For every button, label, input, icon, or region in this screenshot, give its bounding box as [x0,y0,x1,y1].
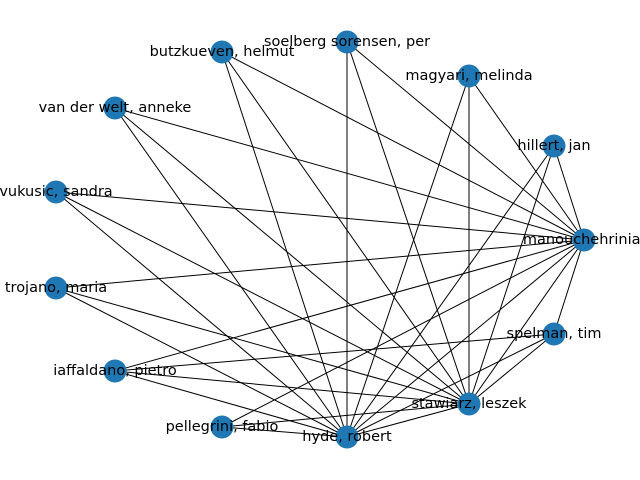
edge-hyde-stawiarz [346,403,470,438]
edge-magyari-hyde [346,75,470,438]
node-label-vukusic: vukusic, sandra [0,184,113,200]
node-iaffaldano [103,359,127,383]
edge-manouchehrinia-vanderwelt [114,107,585,241]
edge-manouchehrinia-soelberg [346,41,585,241]
node-vanderwelt [103,96,127,120]
node-layer [44,30,596,449]
edge-manouchehrinia-hyde [346,239,585,438]
edge-manouchehrinia-spelman [553,239,585,335]
edge-stawiarz-spelman [468,333,555,405]
node-label-spelman: spelman, tim [507,326,602,342]
node-hyde [335,425,359,449]
edge-iaffaldano-stawiarz [114,370,470,405]
node-label-stawiarz: stawiarz, leszek [411,396,527,412]
node-vukusic [44,180,68,204]
edge-pellegrini-hyde [221,426,348,438]
node-label-manouchehrinia: manouchehrinia, [523,232,640,248]
edge-butzkueven-stawiarz [221,51,470,405]
node-label-iaffaldano: iaffaldano, pietro [53,363,177,379]
node-pellegrini [210,415,234,439]
edge-layer [55,41,585,438]
edge-vukusic-hyde [55,191,348,438]
node-trojano [44,276,68,300]
edge-manouchehrinia-stawiarz [468,239,585,405]
node-label-trojano: trojano, maria [5,280,107,296]
node-magyari [457,64,481,88]
edge-iaffaldano-hyde [114,370,348,438]
node-label-hillert: hillert, jan [517,138,590,154]
node-label-magyari: magyari, melinda [405,68,532,84]
node-spelman [542,322,566,346]
edge-hillert-hyde [346,145,555,438]
node-label-soelberg: soelberg sorensen, per [264,34,430,50]
edge-manouchehrinia-pellegrini [221,239,585,428]
node-soelberg [335,30,359,54]
edge-trojano-stawiarz [55,287,470,405]
edge-iaffaldano-spelman [114,333,555,372]
node-label-hyde: hyde, robert [302,429,392,445]
edge-vukusic-stawiarz [55,191,470,405]
edge-manouchehrinia-magyari [468,75,585,241]
node-label-vanderwelt: van der welt, anneke [39,100,192,116]
edge-vanderwelt-stawiarz [114,107,470,405]
node-butzkueven [210,40,234,64]
node-hillert [542,134,566,158]
edge-hyde-spelman [346,333,555,438]
edge-pellegrini-stawiarz [221,403,470,428]
edge-manouchehrinia-butzkueven [221,51,585,241]
node-label-pellegrini: pellegrini, fabio [166,419,279,435]
node-label-butzkueven: butzkueven, helmut [150,44,295,60]
node-stawiarz [457,392,481,416]
node-manouchehrinia [572,228,596,252]
edge-manouchehrinia-vukusic [55,191,585,241]
edge-trojano-hyde [55,287,348,438]
edge-vanderwelt-hyde [114,107,348,438]
edge-soelberg-stawiarz [346,41,470,405]
edge-manouchehrinia-trojano [55,239,585,289]
edge-butzkueven-hyde [221,51,348,438]
edge-manouchehrinia-iaffaldano [114,239,585,372]
label-layer: manouchehrinia, hillert, jan magyari, mel… [0,34,640,445]
edge-manouchehrinia-hillert [553,145,585,241]
edge-hillert-stawiarz [468,145,555,405]
